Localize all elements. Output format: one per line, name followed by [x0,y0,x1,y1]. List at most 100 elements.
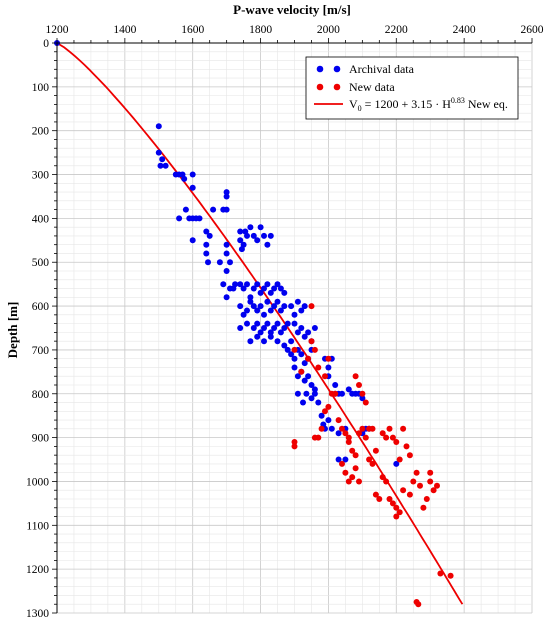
legend-new-marker [316,83,324,91]
archival-datapoint [247,294,254,301]
new-datapoint [315,364,322,371]
archival-datapoint [244,307,250,314]
x-tick-label: 1200 [46,24,69,36]
archival-datapoint [223,268,230,274]
new-datapoint [356,430,362,437]
y-tick-label: 0 [43,38,49,50]
legend-new-label: New data [349,80,395,94]
archival-datapoint [305,373,312,380]
new-datapoint [291,439,298,445]
new-datapoint [325,403,332,410]
new-datapoint [372,491,379,498]
archival-datapoint [281,289,288,296]
new-datapoint [339,460,345,467]
archival-datapoint [250,303,257,310]
archival-datapoint [300,399,306,406]
new-datapoint [393,504,400,511]
archival-datapoint [223,294,230,301]
archival-datapoint [274,320,281,327]
archival-datapoint [244,232,250,239]
new-datapoint [400,425,407,432]
archival-datapoint [274,338,281,345]
archival-datapoint [257,329,264,336]
archival-datapoint [244,281,250,288]
new-datapoint [413,469,420,476]
archival-datapoint [298,325,305,331]
archival-datapoint [345,386,352,393]
archival-datapoint [311,325,318,331]
new-datapoint [389,500,396,507]
archival-datapoint [206,232,213,239]
archival-datapoint [237,228,244,235]
new-datapoint [291,443,298,450]
new-datapoint [298,368,305,375]
archival-datapoint [318,412,325,419]
archival-datapoint [284,346,291,353]
archival-datapoint [240,311,247,318]
archival-datapoint [237,325,244,331]
archival-datapoint [254,320,261,327]
archival-datapoint [261,338,267,345]
grid-lines [56,42,533,614]
archival-datapoint [294,390,301,397]
archival-datapoint [189,171,196,178]
archival-datapoint [264,281,271,288]
archival-datapoint [335,456,342,463]
new-datapoint [420,504,427,511]
archival-datapoint [303,390,310,397]
archival-datapoint [359,395,366,402]
archival-datapoint [232,281,239,288]
new-datapoint [430,487,437,494]
archival-datapoint [247,338,254,345]
archival-datapoint [250,232,257,239]
archival-datapoint [203,241,210,248]
x-tick-label: 2400 [453,24,476,36]
archival-datapoint [271,325,278,331]
data-points-layer [54,40,454,608]
archival-datapoint [274,281,281,288]
new-datapoint [335,417,342,424]
archival-datapoint [205,259,211,266]
y-tick-label: 300 [32,170,50,182]
new-datapoint [345,439,352,445]
archival-datapoint [162,162,169,169]
new-datapoint [366,456,373,463]
axes: 1200 1400 1600 1800 2000 2200 2400 2600 0 100 200 3… [26,24,544,620]
archival-datapoint [240,285,247,292]
new-datapoint [386,425,393,432]
archival-datapoint [342,456,349,463]
archival-datapoint [254,237,261,244]
archival-datapoint [257,224,264,231]
eq-sub: 0 [358,104,362,113]
x-tick-label: 1400 [113,24,136,36]
y-tick-label: 1300 [26,608,49,620]
new-datapoint [372,447,379,454]
archival-datapoint [288,338,295,345]
archival-datapoint [254,281,261,288]
y-axis-label: Depth [m] [5,302,20,359]
archival-datapoint [311,386,318,393]
legend-archival-label: Archival data [349,62,415,76]
new-datapoint [342,469,349,476]
archival-datapoint [159,156,166,163]
archival-datapoint [267,329,274,336]
archival-datapoint [261,311,267,318]
archival-datapoint [155,149,162,156]
new-datapoint [356,478,362,485]
x-tick-label: 2600 [521,24,544,36]
archival-datapoint [291,364,298,371]
legend-archival-marker-2 [333,65,341,73]
archival-datapoint [284,320,291,327]
archival-datapoint [281,325,288,331]
new-datapoint [322,408,328,415]
archival-datapoint [271,303,278,310]
archival-datapoint [223,241,230,248]
archival-datapoint [294,329,301,336]
archival-datapoint [257,303,264,310]
archival-datapoint [281,303,288,310]
new-datapoint [332,390,339,397]
archival-datapoint [267,333,274,340]
archival-datapoint [267,307,274,314]
archival-datapoint [181,175,188,182]
